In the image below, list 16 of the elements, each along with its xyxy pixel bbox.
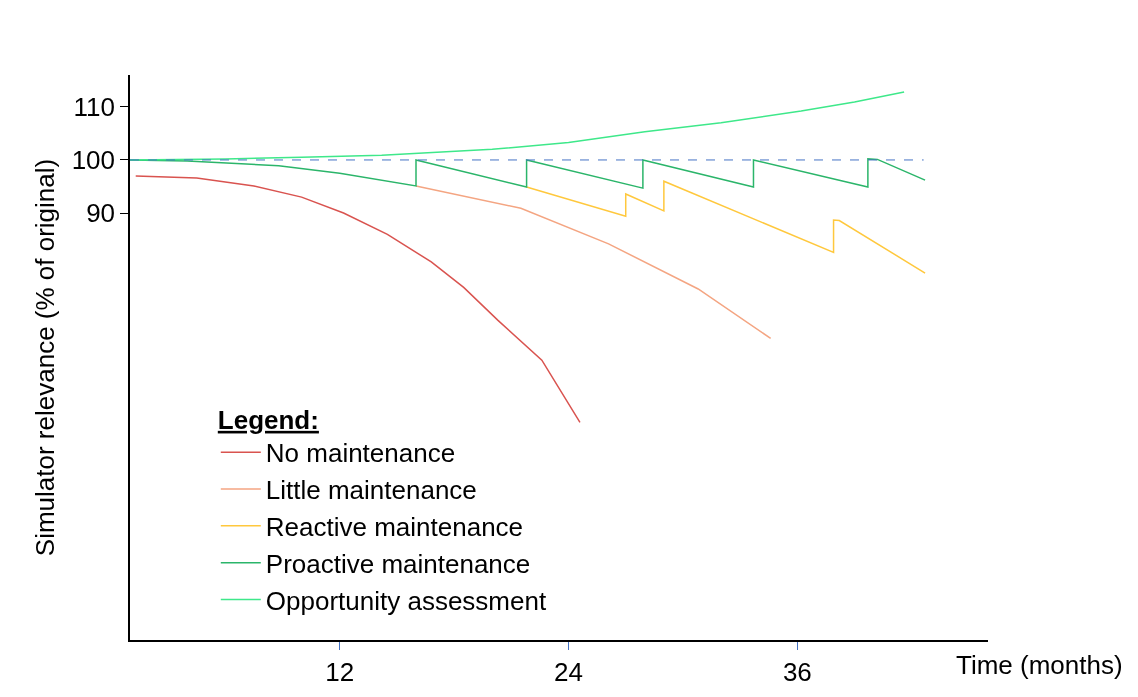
legend-title: Legend:: [217, 404, 319, 435]
x-tick-label: 24: [554, 656, 583, 687]
legend-label: Proactive maintenance: [265, 548, 531, 579]
legend-label: Opportunity assessment: [265, 585, 547, 616]
line-series: [415, 185, 772, 340]
y-tick-label: 110: [73, 91, 116, 122]
legend-label: No maintenance: [265, 438, 456, 469]
x-axis-title: Time (months): [956, 650, 1123, 680]
line-series: [525, 180, 926, 274]
y-tick-label: 100: [71, 145, 116, 176]
y-axis-title: Simulator relevance (% of original): [29, 158, 60, 557]
legend-label: Little maintenance: [265, 475, 477, 506]
x-tick-label: 12: [325, 656, 355, 687]
legend-label: Reactive maintenance: [265, 511, 524, 542]
y-tick-label: 90: [86, 198, 116, 229]
x-tick-label: 36: [782, 656, 812, 687]
